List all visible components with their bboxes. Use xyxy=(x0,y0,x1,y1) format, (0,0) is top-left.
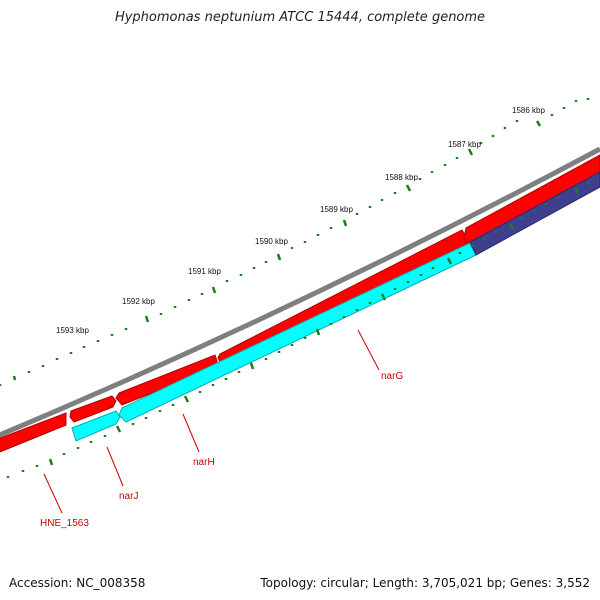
scale-label-1587: 1587 kbp xyxy=(448,140,481,149)
cds-reverse-2 xyxy=(118,242,477,423)
map-title: Hyphomonas neptunium ATCC 15444, complet… xyxy=(114,10,486,25)
gene-label-narG: narG xyxy=(381,371,403,382)
forward-cds-track xyxy=(0,154,600,453)
topology-text: Topology: circular; Length: 3,705,021 bp… xyxy=(260,576,590,590)
cds-reverse-1 xyxy=(71,410,121,442)
scale-label-1586: 1586 kbp xyxy=(512,106,545,115)
gene-label-narH: narH xyxy=(193,457,215,468)
accession-text: Accession: NC_008358 xyxy=(9,576,146,590)
scale-label-1592: 1592 kbp xyxy=(122,297,155,306)
scale-label-1593: 1593 kbp xyxy=(56,326,89,335)
leader-narH xyxy=(182,413,200,453)
gene-label-HNE_1563: HNE_1563 xyxy=(40,518,89,529)
scale-label-1589: 1589 kbp xyxy=(320,205,353,214)
scale-label-1588: 1588 kbp xyxy=(385,173,418,182)
leader-narJ xyxy=(106,446,124,487)
leader-HNE_1563 xyxy=(43,473,63,514)
reverse-cds-track xyxy=(71,242,477,442)
cds-forward-2 xyxy=(69,395,117,423)
scale-label-1590: 1590 kbp xyxy=(255,237,288,246)
feature-purple xyxy=(469,171,600,256)
genome-backbone xyxy=(0,146,600,438)
cds-forward-1 xyxy=(0,412,67,453)
outer-tick-track xyxy=(0,98,590,386)
leader-narG xyxy=(357,329,380,371)
scale-label-1591: 1591 kbp xyxy=(188,267,221,276)
inner-tick-track xyxy=(6,182,590,478)
gene-label-narJ: narJ xyxy=(119,491,138,502)
